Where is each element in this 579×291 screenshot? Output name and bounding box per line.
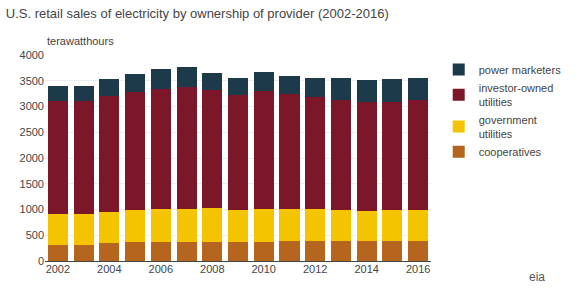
svg-text:2000: 2000	[20, 152, 44, 164]
svg-text:cooperatives: cooperatives	[479, 146, 542, 158]
svg-text:1500: 1500	[20, 178, 44, 190]
svg-text:power marketers: power marketers	[479, 64, 561, 76]
svg-text:governmentutilities: governmentutilities	[479, 114, 537, 140]
svg-text:2008: 2008	[200, 263, 224, 275]
svg-text:2004: 2004	[97, 263, 121, 275]
svg-text:2002: 2002	[46, 263, 70, 275]
svg-text:2500: 2500	[20, 126, 44, 138]
svg-text:2016: 2016	[406, 263, 430, 275]
svg-text:U.S. retail sales of electrici: U.S. retail sales of electricity by owne…	[6, 6, 389, 21]
svg-text:4000: 4000	[20, 49, 44, 61]
svg-text:terawatthours: terawatthours	[47, 35, 114, 47]
svg-text:2006: 2006	[149, 263, 173, 275]
svg-text:1000: 1000	[20, 203, 44, 215]
svg-text:eia: eia	[529, 270, 545, 284]
svg-text:2010: 2010	[251, 263, 275, 275]
svg-text:3000: 3000	[20, 100, 44, 112]
svg-text:2014: 2014	[354, 263, 378, 275]
svg-text:0: 0	[38, 255, 44, 267]
svg-text:2012: 2012	[303, 263, 327, 275]
svg-text:500: 500	[26, 229, 44, 241]
svg-text:3500: 3500	[20, 75, 44, 87]
svg-text:investor-ownedutilities: investor-ownedutilities	[479, 82, 554, 108]
